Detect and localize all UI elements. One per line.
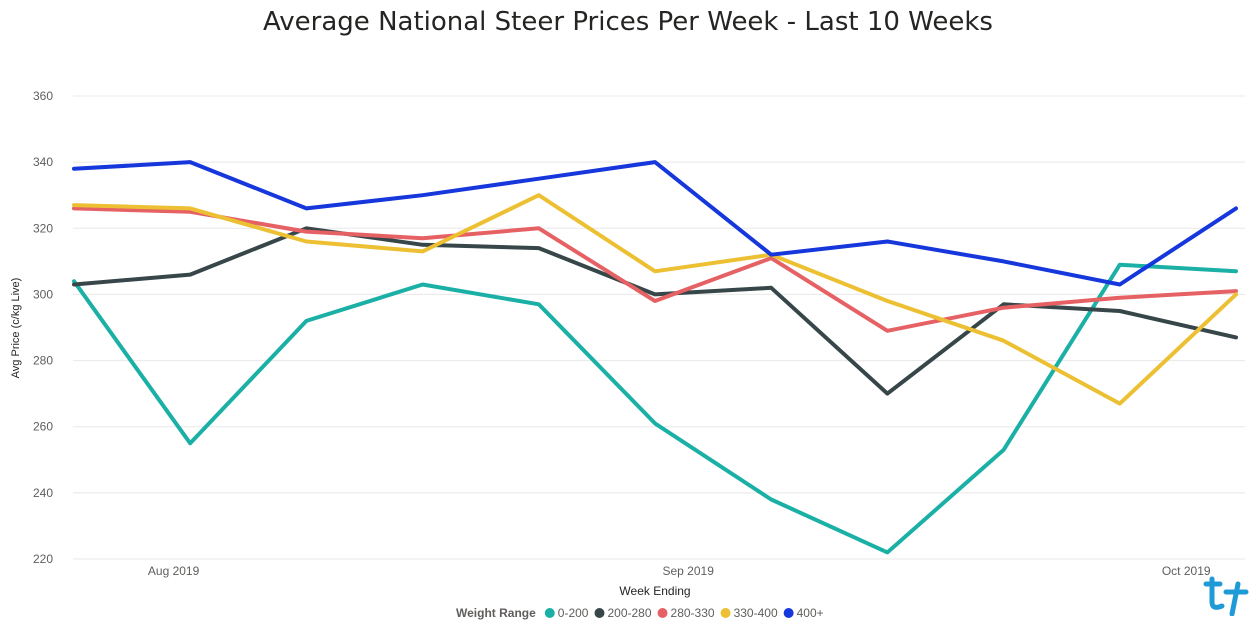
y-axis-ticks: 220 240 260 280 300 320 340 360 xyxy=(33,89,53,566)
series-line-200-280 xyxy=(72,226,1238,396)
legend: Weight Range 0-200 200-280 280-330 330-400 40… xyxy=(456,606,824,620)
series-lines xyxy=(72,160,1238,555)
y-tick-label: 280 xyxy=(33,354,53,368)
x-axis-ticks: Aug 2019 Sep 2019 Oct 2019 xyxy=(148,564,1211,578)
legend-marker-400+ xyxy=(783,608,794,618)
x-tick-label: Oct 2019 xyxy=(1162,564,1211,578)
y-tick-label: 240 xyxy=(33,486,53,500)
x-tick-label: Sep 2019 xyxy=(663,564,715,578)
legend-label: 400+ xyxy=(797,606,824,620)
y-tick-label: 260 xyxy=(33,420,53,434)
x-tick-label: Aug 2019 xyxy=(148,564,200,578)
y-tick-label: 340 xyxy=(33,155,53,169)
y-tick-label: 300 xyxy=(33,287,53,301)
legend-marker-280-330 xyxy=(657,608,668,618)
series-line-330-400 xyxy=(72,193,1238,406)
legend-label: 330-400 xyxy=(734,606,778,620)
y-tick-label: 360 xyxy=(33,89,53,103)
chart-title: Average National Steer Prices Per Week -… xyxy=(263,7,993,37)
brand-logo-icon xyxy=(1203,576,1249,616)
legend-label: 200-280 xyxy=(607,606,651,620)
legend-label: 0-200 xyxy=(558,606,589,620)
series-line-0-200 xyxy=(72,262,1238,555)
series-line-400+ xyxy=(72,160,1238,287)
x-axis-title: Week Ending xyxy=(619,584,690,598)
y-tick-label: 320 xyxy=(33,221,53,235)
series-line-280-330 xyxy=(72,206,1238,333)
legend-marker-330-400 xyxy=(720,608,731,618)
legend-marker-200-280 xyxy=(594,608,605,618)
y-tick-label: 220 xyxy=(33,552,53,566)
y-axis-title: Avg Price (c/kg Live) xyxy=(10,278,22,379)
legend-title: Weight Range xyxy=(456,606,536,620)
legend-marker-0-200 xyxy=(544,608,555,618)
legend-label: 280-330 xyxy=(671,606,715,620)
